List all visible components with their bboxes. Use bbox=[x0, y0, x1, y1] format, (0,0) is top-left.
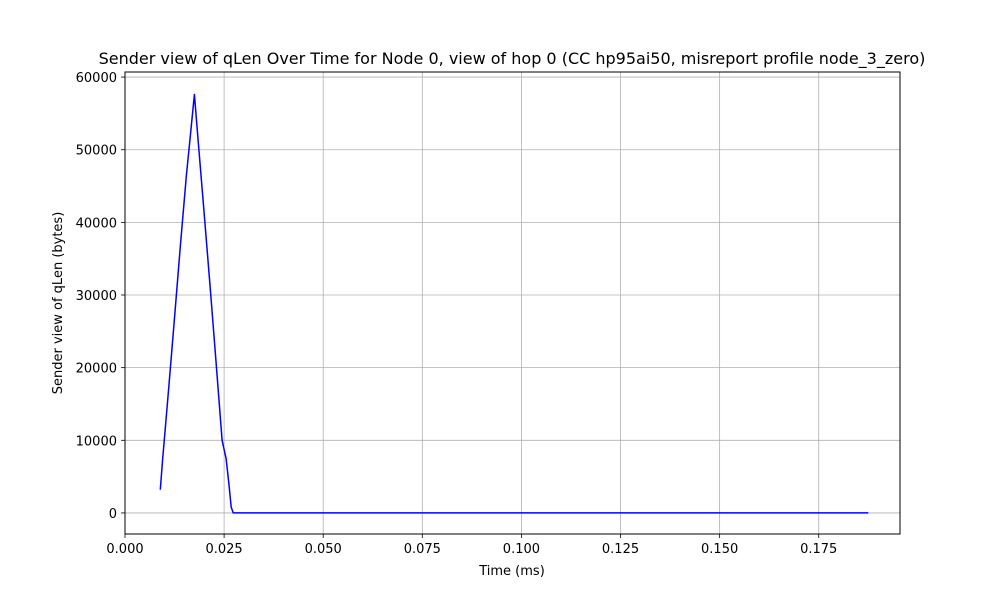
y-tick-label: 0 bbox=[109, 507, 117, 522]
y-tick-label: 60000 bbox=[76, 71, 117, 86]
x-tick-label: 0.050 bbox=[305, 542, 342, 557]
y-tick-label: 30000 bbox=[76, 289, 117, 304]
grid-lines bbox=[124, 72, 900, 534]
y-tick-label: 50000 bbox=[76, 144, 117, 159]
y-axis: 0 10000 20000 30000 40000 50000 60000 bbox=[76, 71, 125, 522]
plot-frame bbox=[124, 71, 901, 535]
x-tick-label: 0.150 bbox=[701, 542, 738, 557]
y-tick-label: 10000 bbox=[76, 434, 117, 449]
x-tick-label: 0.025 bbox=[205, 542, 242, 557]
series-group bbox=[159, 93, 869, 514]
y-tick-label: 20000 bbox=[76, 362, 117, 377]
x-tick-label: 0.000 bbox=[106, 542, 143, 557]
x-axis: 0.000 0.025 0.050 0.075 0.100 0.125 0.150 0.175 bbox=[106, 534, 837, 557]
y-tick-label: 40000 bbox=[76, 216, 117, 231]
y-axis-label: Sender view of qLen (bytes) bbox=[51, 212, 66, 395]
x-tick-label: 0.175 bbox=[800, 542, 837, 557]
x-tick-label: 0.125 bbox=[602, 542, 639, 557]
x-tick-label: 0.075 bbox=[404, 542, 441, 557]
x-tick-label: 0.100 bbox=[503, 542, 540, 557]
x-axis-label: Time (ms) bbox=[478, 564, 545, 579]
series-line bbox=[159, 93, 869, 514]
chart-title: Sender view of qLen Over Time for Node 0… bbox=[99, 49, 926, 69]
